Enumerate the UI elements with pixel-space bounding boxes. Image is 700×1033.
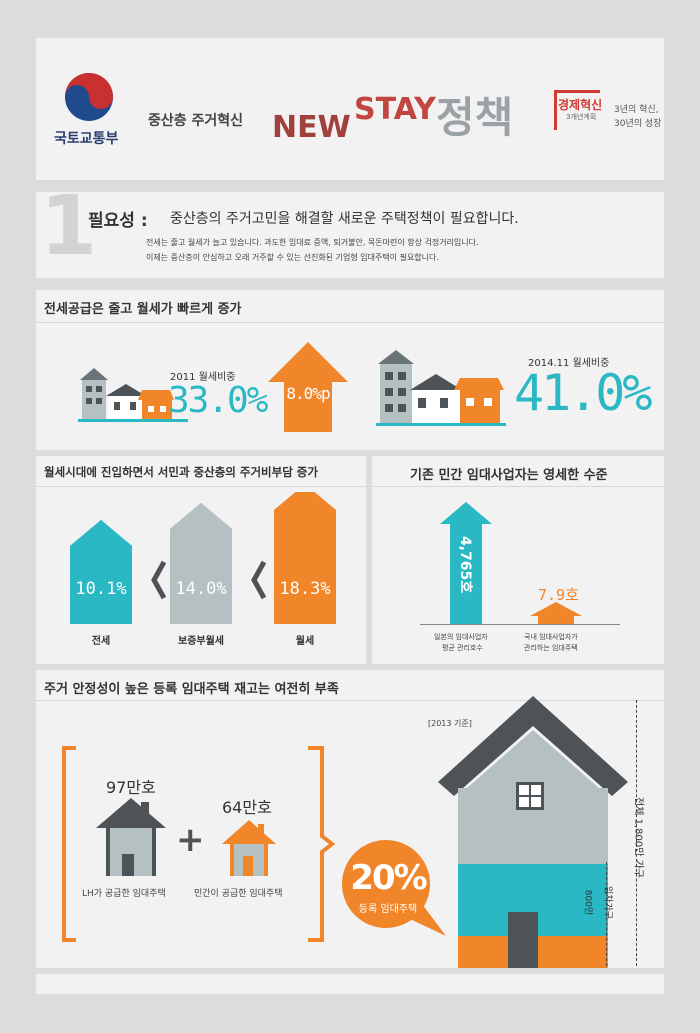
burden-label-2: 월세 xyxy=(296,634,314,647)
japan-bar-arrow-icon xyxy=(440,502,492,624)
burden-label-1: 보증부월세 xyxy=(178,634,224,647)
japan-label-1: 일본의 임대사업자 xyxy=(434,633,488,641)
burden-title: 월세시대에 진입하면서 서민과 중산층의 주거비부담 증가 xyxy=(44,465,318,479)
rent-share-title: 전세공급은 줄고 월세가 빠르게 증가 xyxy=(44,302,242,317)
burden-value-1: 14.0% xyxy=(175,579,226,599)
left-share-value: 33.0% xyxy=(168,380,268,421)
less-than-icon xyxy=(151,560,167,600)
big-house-icon xyxy=(438,696,628,968)
burden-chart: 10.1% 전세 14.0% 보증부월세 18.3% 월세 xyxy=(70,492,336,647)
rent-label-1: 임차가구 xyxy=(602,885,613,920)
less-than-icon xyxy=(251,560,267,600)
necessity-line2: 이제는 중산층이 안심하고 오래 거주할 수 있는 선진화된 기업형 임대주택이… xyxy=(146,253,439,262)
header-subtitle: 중산층 주거혁신 xyxy=(148,113,244,129)
bubble-label: 등록 임대주택 xyxy=(358,904,418,915)
header-panel: 국토교통부 중산층 주거혁신 NEW STAY 정책 경제혁신 3개년계획 3년… xyxy=(36,38,664,180)
total-label: 전체 1,800만 가구 xyxy=(632,797,644,878)
korea-label-1: 국내 임대사업자가 xyxy=(524,633,578,641)
korea-value: 7.9호 xyxy=(538,586,579,604)
burden-value-0: 10.1% xyxy=(75,579,126,599)
lh-label: LH가 공급한 임대주택 xyxy=(82,889,166,899)
slogan-line2: 30년의 성장 xyxy=(614,119,662,129)
japan-label-2: 평균 관리호수 xyxy=(442,644,483,652)
korea-label-2: 관리하는 임대주택 xyxy=(524,644,578,652)
necessity-label: 필요성 : xyxy=(88,211,148,231)
necessity-line1: 전세는 줄고 월세가 늘고 있습니다. 과도한 임대료 증액, 퇴거불안, 목돈… xyxy=(146,238,479,247)
burden-arrow-2: 18.3% 월세 xyxy=(274,492,336,647)
title-policy: 정책 xyxy=(436,93,514,142)
private-baseline xyxy=(420,624,620,625)
stock-panel: 주거 안정성이 높은 등록 임대주택 재고는 여전히 부족 97만호 LH가 공… xyxy=(36,670,664,968)
burden-label-0: 전세 xyxy=(92,634,110,647)
stock-note: [2013 기준] xyxy=(428,719,472,728)
increase-value: 8.0%p xyxy=(286,384,330,403)
burden-arrow-0: 10.1% 전세 xyxy=(70,519,132,647)
ministry-logo-icon xyxy=(65,73,113,121)
private-panel: 기존 민간 임대사업자는 영세한 수준 4,765호 7.9호 일본의 임대사업… xyxy=(372,456,664,664)
title-new: NEW xyxy=(272,110,351,145)
left-share-label: 2011 월세비중 xyxy=(170,372,236,383)
burden-panel: 월세시대에 진입하면서 서민과 중산층의 주거비부담 증가 10.1% 전세 14.… xyxy=(36,456,366,664)
private-house-icon xyxy=(222,820,276,876)
stock-title: 주거 안정성이 높은 등록 임대주택 재고는 여전히 부족 xyxy=(44,682,339,697)
total-dimension-line xyxy=(636,700,637,966)
private-label: 민간이 공급한 임대주택 xyxy=(194,889,283,899)
necessity-headline: 중산층의 주거고민을 해결할 새로운 주택정책이 필요합니다. xyxy=(170,211,519,227)
private-title: 기존 민간 임대사업자는 영세한 수준 xyxy=(410,468,608,483)
burden-value-2: 18.3% xyxy=(279,579,330,599)
lh-house-icon xyxy=(96,798,166,876)
korea-house-icon xyxy=(530,602,582,624)
rent-dimension-line xyxy=(606,862,607,966)
rent-share-panel: 전세공급은 줄고 월세가 빠르게 증가 2011 월세비중 33.0% 8.0%… xyxy=(36,290,664,450)
divider xyxy=(36,700,664,701)
section-number: 1 xyxy=(40,179,98,274)
houses-small-icon xyxy=(78,368,188,422)
footer-strip xyxy=(36,974,664,994)
divider xyxy=(372,486,664,487)
badge-frame xyxy=(554,90,600,130)
right-share-label: 2014.11 월세비중 xyxy=(528,358,610,369)
right-share-value: 41.0% xyxy=(514,364,653,422)
private-value: 64만호 xyxy=(222,798,272,817)
title-stay: STAY xyxy=(354,92,436,127)
houses-large-icon xyxy=(376,350,506,426)
japan-value: 4,765호 xyxy=(457,536,473,594)
left-bracket xyxy=(62,746,76,942)
speech-bubble xyxy=(342,840,446,936)
slogan-line1: 3년의 혁신, xyxy=(614,105,659,115)
divider xyxy=(36,486,366,487)
ministry-name: 국토교통부 xyxy=(54,131,119,147)
bubble-value: 20% xyxy=(350,858,427,898)
burden-arrow-1: 14.0% 보증부월세 xyxy=(170,502,232,647)
necessity-panel: 1 필요성 : 중산층의 주거고민을 해결할 새로운 주택정책이 필요합니다. … xyxy=(36,186,664,278)
badge-main: 경제혁신 xyxy=(558,98,603,112)
rent-label-2: 800만 xyxy=(582,889,593,916)
divider xyxy=(36,322,664,323)
right-bracket xyxy=(308,746,336,942)
lh-value: 97만호 xyxy=(106,778,156,797)
increase-arrow-icon xyxy=(268,342,348,432)
plus-sign: + xyxy=(176,820,205,860)
badge-sub: 3개년계획 xyxy=(566,113,597,121)
